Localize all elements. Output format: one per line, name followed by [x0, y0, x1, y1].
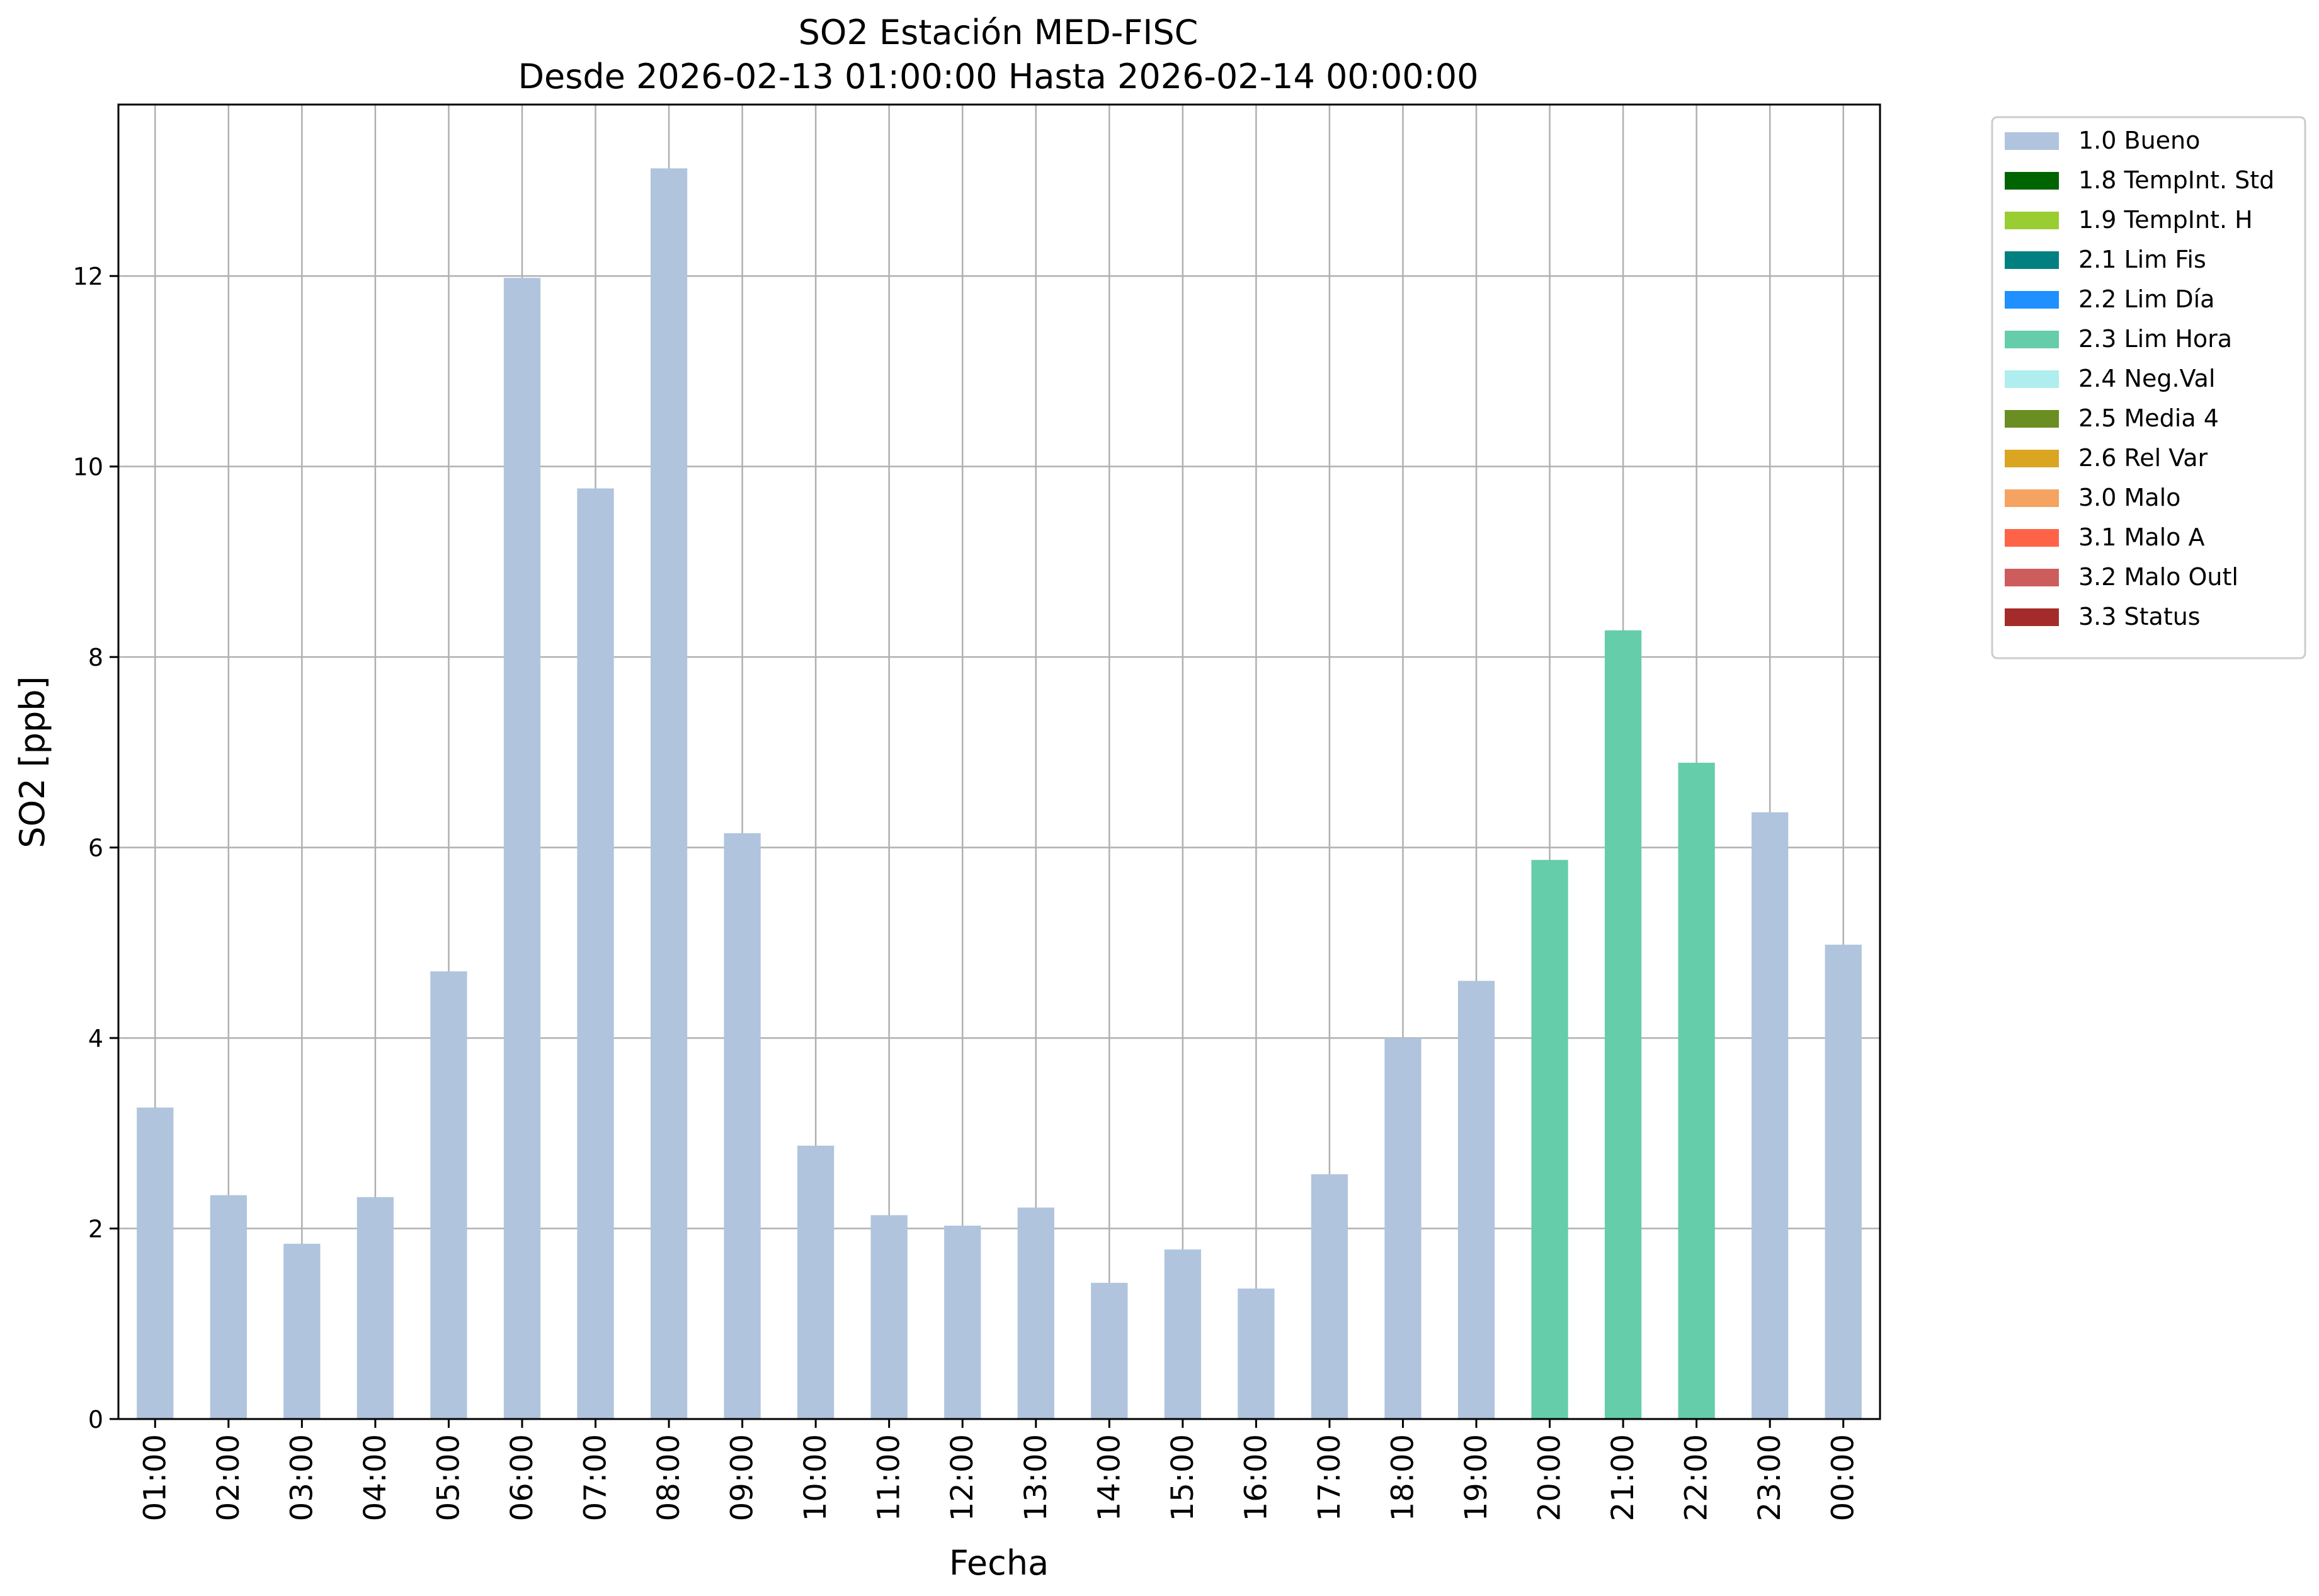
bar: [1384, 1038, 1422, 1419]
x-tick-label: 00:00: [1826, 1434, 1861, 1521]
bar: [1752, 812, 1789, 1419]
legend-swatch: [2005, 251, 2059, 269]
x-tick-label: 13:00: [1018, 1434, 1054, 1521]
legend-swatch: [2005, 172, 2059, 190]
y-tick-label: 2: [88, 1216, 103, 1243]
y-axis-label: SO2 [ppb]: [13, 676, 52, 848]
x-tick-label: 17:00: [1312, 1434, 1347, 1521]
x-tick-label: 04:00: [358, 1434, 393, 1521]
bar: [650, 168, 688, 1420]
bar: [1531, 860, 1568, 1419]
bar: [1311, 1174, 1348, 1419]
x-tick-label: 21:00: [1605, 1434, 1641, 1521]
y-tick-label: 4: [88, 1025, 103, 1052]
bar: [797, 1145, 835, 1419]
legend-label: 2.3 Lim Hora: [2078, 325, 2232, 353]
bar: [870, 1215, 908, 1419]
x-tick-label: 06:00: [504, 1434, 540, 1521]
legend-label: 2.4 Neg.Val: [2078, 365, 2215, 392]
y-tick-label: 0: [88, 1406, 103, 1434]
y-tick-label: 6: [88, 835, 103, 862]
legend-swatch: [2005, 132, 2059, 150]
legend-label: 1.9 TempInt. H: [2078, 206, 2253, 234]
x-axis: 01:00 02:00 03:00 04:00 05:00 06:00 07:00 08:00…: [137, 1419, 1861, 1521]
legend-swatch: [2005, 410, 2059, 428]
legend-label: 3.2 Malo Outl: [2078, 563, 2238, 591]
chart-title: SO2 Estación MED-FISC: [799, 13, 1199, 52]
bar: [944, 1225, 981, 1419]
y-tick-label: 10: [73, 453, 103, 481]
x-tick-label: 15:00: [1165, 1434, 1200, 1521]
plot-frame: [117, 103, 1881, 1420]
bar: [1604, 630, 1642, 1419]
bar: [210, 1195, 247, 1419]
x-tick-label: 11:00: [872, 1434, 907, 1521]
legend-frame: [1991, 116, 2306, 659]
bar: [283, 1243, 321, 1419]
bar: [1678, 763, 1715, 1419]
legend-swatch: [2005, 608, 2059, 626]
legend-label: 2.6 Rel Var: [2078, 444, 2208, 472]
legend-swatch: [2005, 291, 2059, 309]
legend-swatch: [2005, 370, 2059, 388]
bar: [356, 1197, 394, 1419]
legend-swatch: [2005, 489, 2059, 507]
x-tick-label: 09:00: [725, 1434, 760, 1521]
legend-swatch: [2005, 529, 2059, 547]
legend-label: 1.0 Bueno: [2078, 127, 2200, 154]
bar: [1825, 944, 1862, 1419]
bar: [577, 488, 614, 1419]
legend-label: 1.8 TempInt. Std: [2078, 166, 2274, 194]
x-tick-label: 07:00: [578, 1434, 613, 1521]
bar: [1164, 1249, 1201, 1419]
y-tick-label: 8: [88, 644, 103, 671]
x-tick-label: 22:00: [1679, 1434, 1714, 1521]
bar: [724, 833, 761, 1419]
x-tick-label: 18:00: [1385, 1434, 1420, 1521]
legend-swatch: [2005, 569, 2059, 586]
legend-swatch: [2005, 212, 2059, 229]
x-tick-label: 02:00: [211, 1434, 246, 1521]
x-axis-label: Fecha: [949, 1543, 1049, 1583]
bar: [503, 278, 541, 1419]
bars: [137, 168, 1862, 1420]
x-tick-label: 01:00: [137, 1434, 173, 1521]
x-tick-label: 16:00: [1238, 1434, 1273, 1521]
x-tick-label: 03:00: [284, 1434, 319, 1521]
bar: [137, 1107, 174, 1419]
x-tick-label: 12:00: [945, 1434, 980, 1521]
x-tick-label: 20:00: [1532, 1434, 1568, 1521]
y-tick-label: 12: [73, 263, 103, 290]
x-tick-label: 14:00: [1091, 1434, 1127, 1521]
chart-subtitle: Desde 2026-02-13 01:00:00 Hasta 2026-02-…: [518, 57, 1478, 96]
x-tick-label: 05:00: [431, 1434, 466, 1521]
legend-swatch: [2005, 450, 2059, 467]
x-tick-label: 08:00: [651, 1434, 687, 1521]
x-tick-label: 23:00: [1752, 1434, 1787, 1521]
bar: [1457, 981, 1495, 1419]
bar: [1017, 1207, 1054, 1419]
x-tick-label: 10:00: [798, 1434, 833, 1521]
legend-label: 2.5 Media 4: [2078, 404, 2219, 432]
legend-label: 2.2 Lim Día: [2078, 285, 2214, 313]
bar: [430, 971, 467, 1419]
legend-label: 3.3 Status: [2078, 603, 2201, 630]
x-tick-label: 19:00: [1459, 1434, 1494, 1521]
legend-label: 2.1 Lim Fis: [2078, 246, 2206, 273]
legend-label: 3.1 Malo A: [2078, 523, 2204, 551]
y-axis: 0 2 4 6 8 10 12: [73, 263, 118, 1434]
legend-swatch: [2005, 331, 2059, 348]
bar: [1091, 1282, 1128, 1419]
legend: 1.0 Bueno 1.8 TempInt. Std 1.9 TempInt. H 2…: [1991, 116, 2306, 659]
bar: [1238, 1288, 1275, 1419]
legend-label: 3.0 Malo: [2078, 484, 2180, 511]
